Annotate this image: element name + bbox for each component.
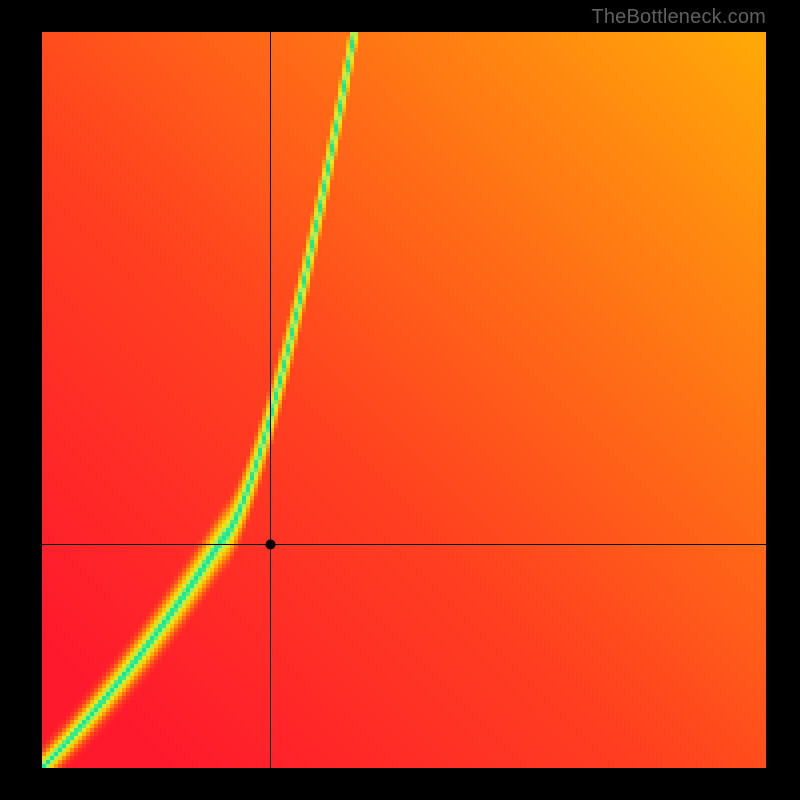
watermark-text: TheBottleneck.com [591,6,766,29]
crosshair-marker [42,32,766,768]
heatmap-plot [42,32,766,768]
figure-root: TheBottleneck.com [0,0,800,800]
